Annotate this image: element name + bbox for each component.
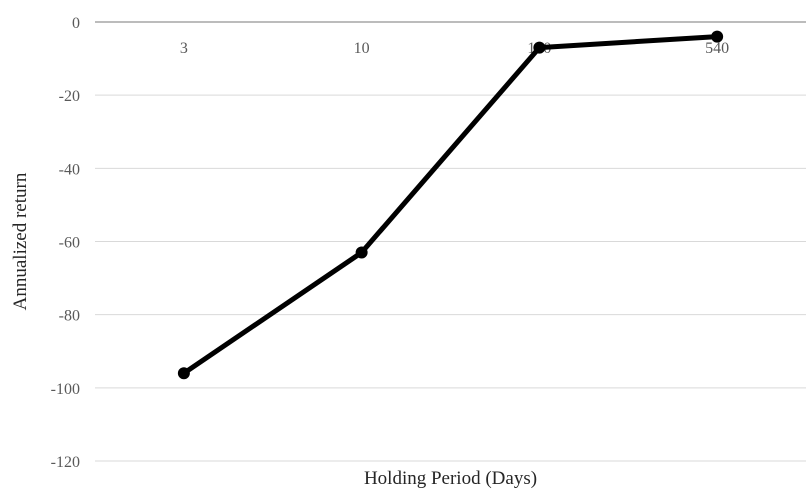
data-point	[355, 246, 368, 259]
y-tick-label: -20	[59, 88, 80, 105]
x-tick-label: 540	[705, 40, 729, 57]
x-tick-label: 10	[354, 40, 370, 57]
y-tick-label: -80	[59, 308, 80, 325]
data-point	[533, 41, 546, 54]
y-tick-label: -100	[51, 381, 80, 398]
gridlines	[95, 21, 806, 462]
y-axis-title: Annualized return	[10, 172, 31, 310]
x-tick-label: 3	[180, 40, 188, 57]
series-line	[181, 34, 720, 376]
y-tick-label: -40	[59, 161, 80, 178]
y-tick-label: -60	[59, 235, 80, 252]
y-tick-label: -120	[51, 454, 80, 471]
data-point	[711, 30, 724, 43]
series-group	[177, 30, 724, 380]
y-tick-labels: 0 -20 -40 -60 -80 -100 -120	[51, 15, 80, 471]
y-tick-label: 0	[72, 15, 80, 32]
data-point	[177, 367, 190, 380]
x-axis-title: Holding Period (Days)	[364, 468, 537, 489]
